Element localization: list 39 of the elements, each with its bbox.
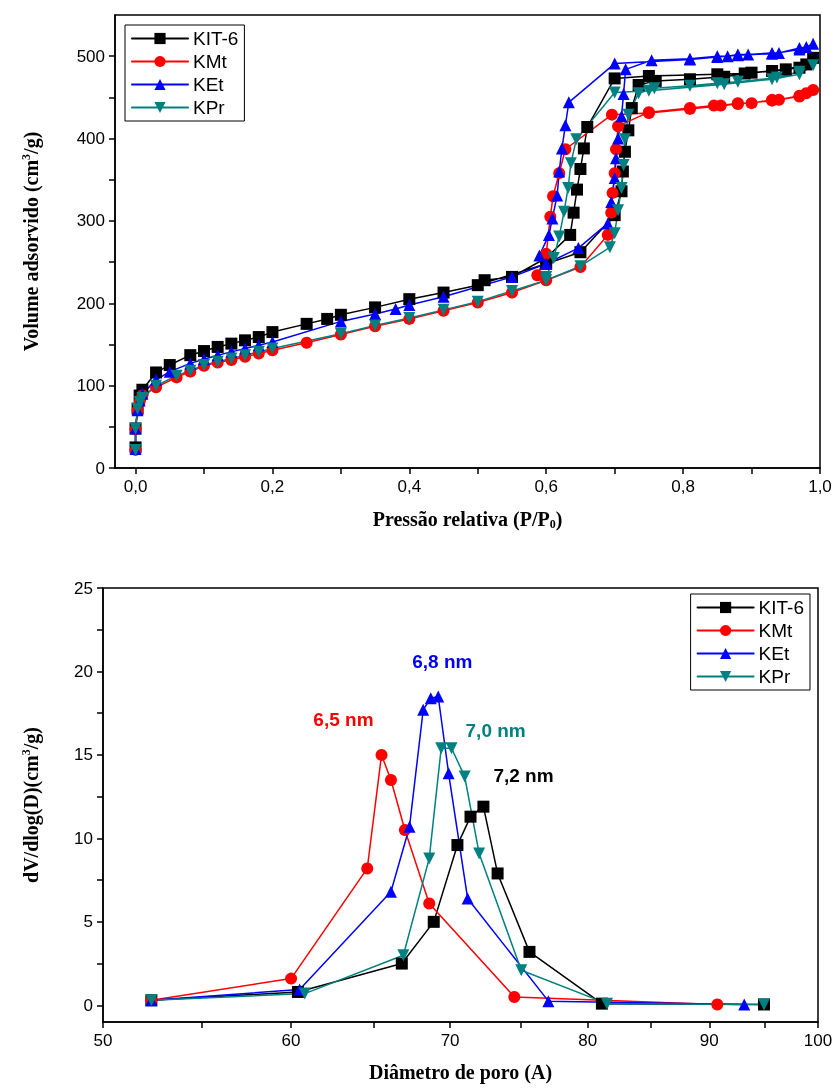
y-tick-label: 500 bbox=[76, 46, 105, 66]
y-tick-label: 25 bbox=[74, 578, 93, 598]
y-tick-label: 15 bbox=[74, 745, 93, 765]
x-tick-label: 0,4 bbox=[397, 477, 422, 496]
y-axis-title: dV/dlog(D)(cm3/g) bbox=[19, 727, 43, 883]
x-tick-label: 80 bbox=[578, 1031, 598, 1050]
x-tick-label: 0,2 bbox=[260, 477, 285, 496]
y-tick-label: 5 bbox=[83, 912, 93, 932]
annotation: 7,0 nm bbox=[465, 720, 526, 742]
y-axis-title: Volume adsorvido (cm3/g) bbox=[19, 131, 43, 352]
legend-label: KPr bbox=[758, 666, 791, 687]
x-tick-label: 0,6 bbox=[534, 477, 559, 496]
x-tick-label: 50 bbox=[93, 1031, 113, 1050]
x-tick-label: 1,0 bbox=[808, 477, 832, 496]
annotation: 6,8 nm bbox=[412, 650, 473, 672]
y-tick-label: 400 bbox=[76, 129, 105, 149]
legend-label: KIT-6 bbox=[758, 597, 804, 618]
legend-label: KIT-6 bbox=[193, 28, 239, 49]
legend-label: KMt bbox=[758, 620, 794, 641]
legend-label: KPr bbox=[193, 97, 226, 118]
y-tick-label: 10 bbox=[74, 828, 93, 848]
y-tick-label: 200 bbox=[76, 293, 105, 313]
annotation: 7,2 nm bbox=[493, 764, 554, 786]
annotation: 6,5 nm bbox=[313, 708, 374, 730]
x-axis-title: Diâmetro de poro (A) bbox=[368, 1061, 553, 1084]
y-tick-label: 300 bbox=[76, 211, 105, 231]
x-tick-label: 0,0 bbox=[123, 477, 148, 496]
legend-label: KEt bbox=[193, 74, 225, 95]
y-tick-label: 0 bbox=[83, 995, 93, 1015]
legend-label: KMt bbox=[193, 51, 228, 72]
y-tick-label: 0 bbox=[95, 458, 105, 478]
x-tick-label: 0,8 bbox=[671, 477, 695, 496]
legend-label: KEt bbox=[758, 643, 790, 664]
x-tick-label: 70 bbox=[440, 1031, 460, 1050]
x-tick-label: 100 bbox=[803, 1031, 833, 1050]
y-tick-label: 100 bbox=[76, 376, 105, 396]
x-tick-label: 90 bbox=[699, 1031, 719, 1050]
y-tick-label: 20 bbox=[74, 661, 93, 681]
x-tick-label: 60 bbox=[281, 1031, 301, 1050]
